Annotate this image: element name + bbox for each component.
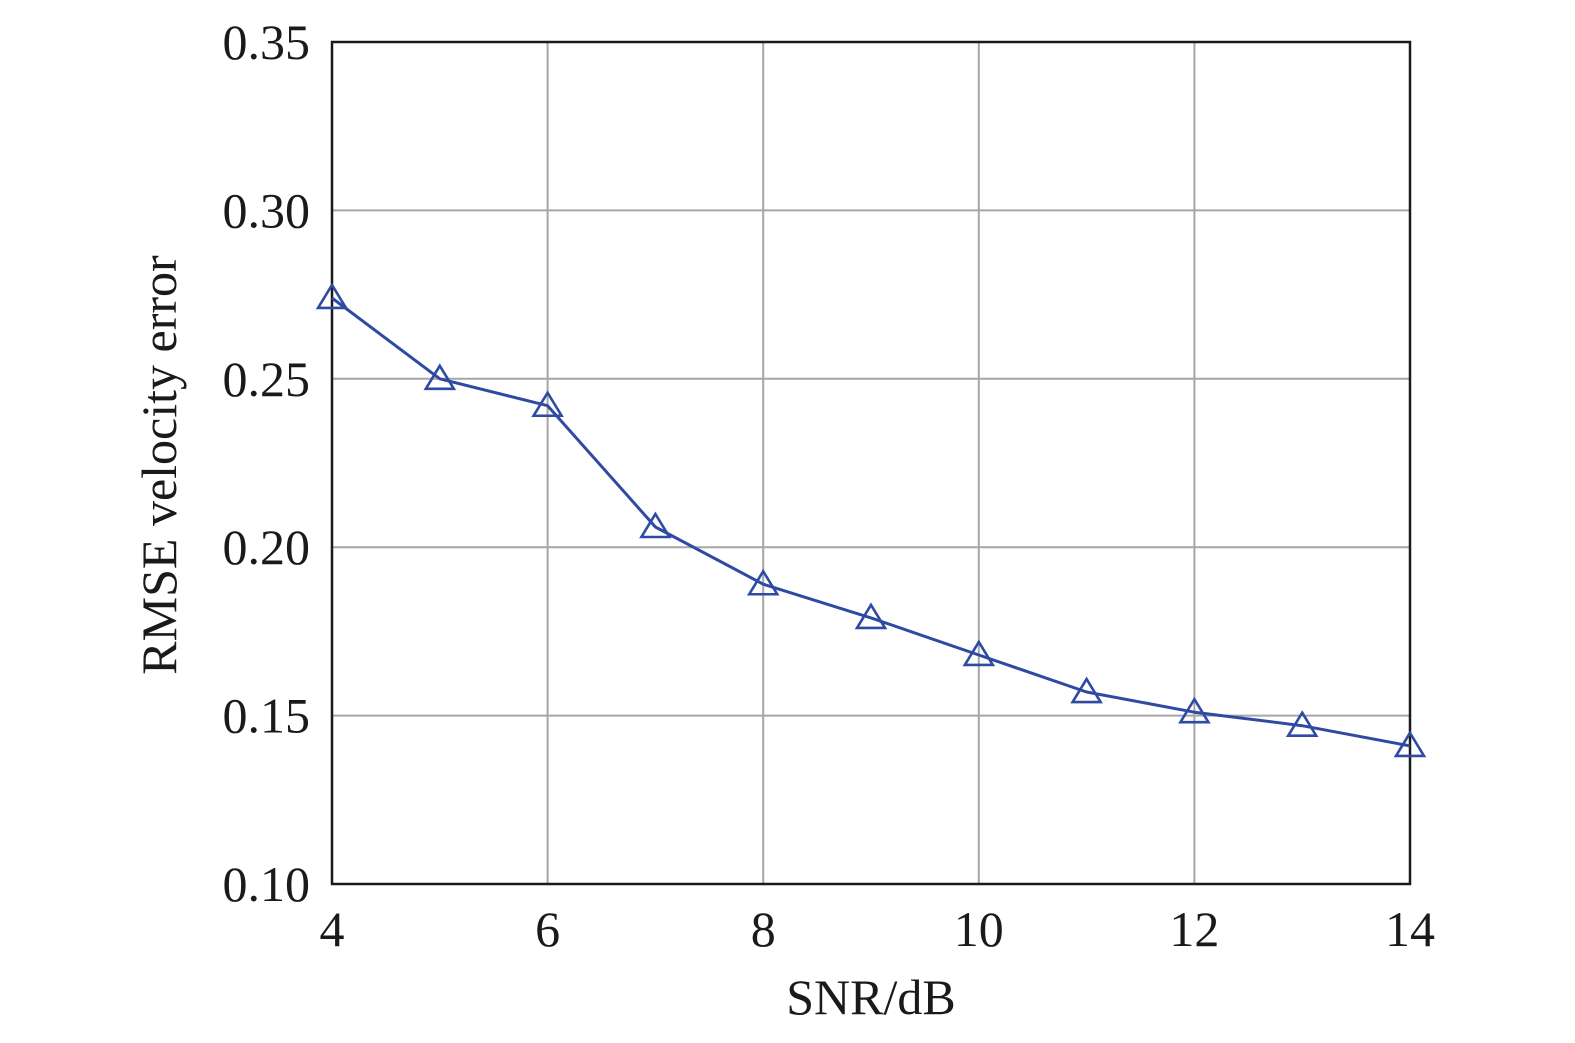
x-axis-ticks: 4 6 8 10 12 14 bbox=[320, 901, 1436, 957]
x-tick-label: 4 bbox=[320, 901, 345, 957]
y-tick-label: 0.10 bbox=[223, 856, 311, 912]
y-tick-label: 0.35 bbox=[223, 14, 311, 70]
y-axis-title: RMSE velocity error bbox=[131, 255, 187, 675]
data-point-marker bbox=[423, 363, 457, 391]
data-point-marker bbox=[315, 282, 349, 310]
x-tick-label: 10 bbox=[954, 901, 1004, 957]
series-line bbox=[331, 296, 1411, 748]
data-point-marker bbox=[1178, 696, 1211, 724]
y-axis-ticks: 0.10 0.15 0.20 0.25 0.30 0.35 bbox=[223, 14, 311, 912]
series-layer bbox=[315, 282, 1427, 758]
data-point-marker bbox=[1285, 710, 1319, 738]
x-axis-title: SNR/dB bbox=[786, 969, 956, 1025]
data-point-marker bbox=[746, 568, 780, 596]
x-tick-label: 14 bbox=[1385, 901, 1435, 957]
x-tick-label: 6 bbox=[535, 901, 560, 957]
y-tick-label: 0.15 bbox=[223, 688, 311, 744]
data-point-marker bbox=[1393, 730, 1427, 758]
x-tick-label: 8 bbox=[751, 901, 776, 957]
x-tick-label: 12 bbox=[1169, 901, 1219, 957]
y-tick-label: 0.30 bbox=[223, 182, 311, 238]
data-point-marker bbox=[639, 511, 672, 539]
grid bbox=[332, 42, 1410, 884]
plot-area-frame bbox=[330, 40, 1412, 886]
y-tick-label: 0.20 bbox=[223, 519, 311, 575]
data-point-marker bbox=[962, 639, 996, 667]
data-point-marker bbox=[1070, 676, 1103, 704]
y-tick-label: 0.25 bbox=[223, 351, 311, 407]
data-point-marker bbox=[531, 390, 564, 418]
data-point-marker bbox=[854, 602, 888, 630]
